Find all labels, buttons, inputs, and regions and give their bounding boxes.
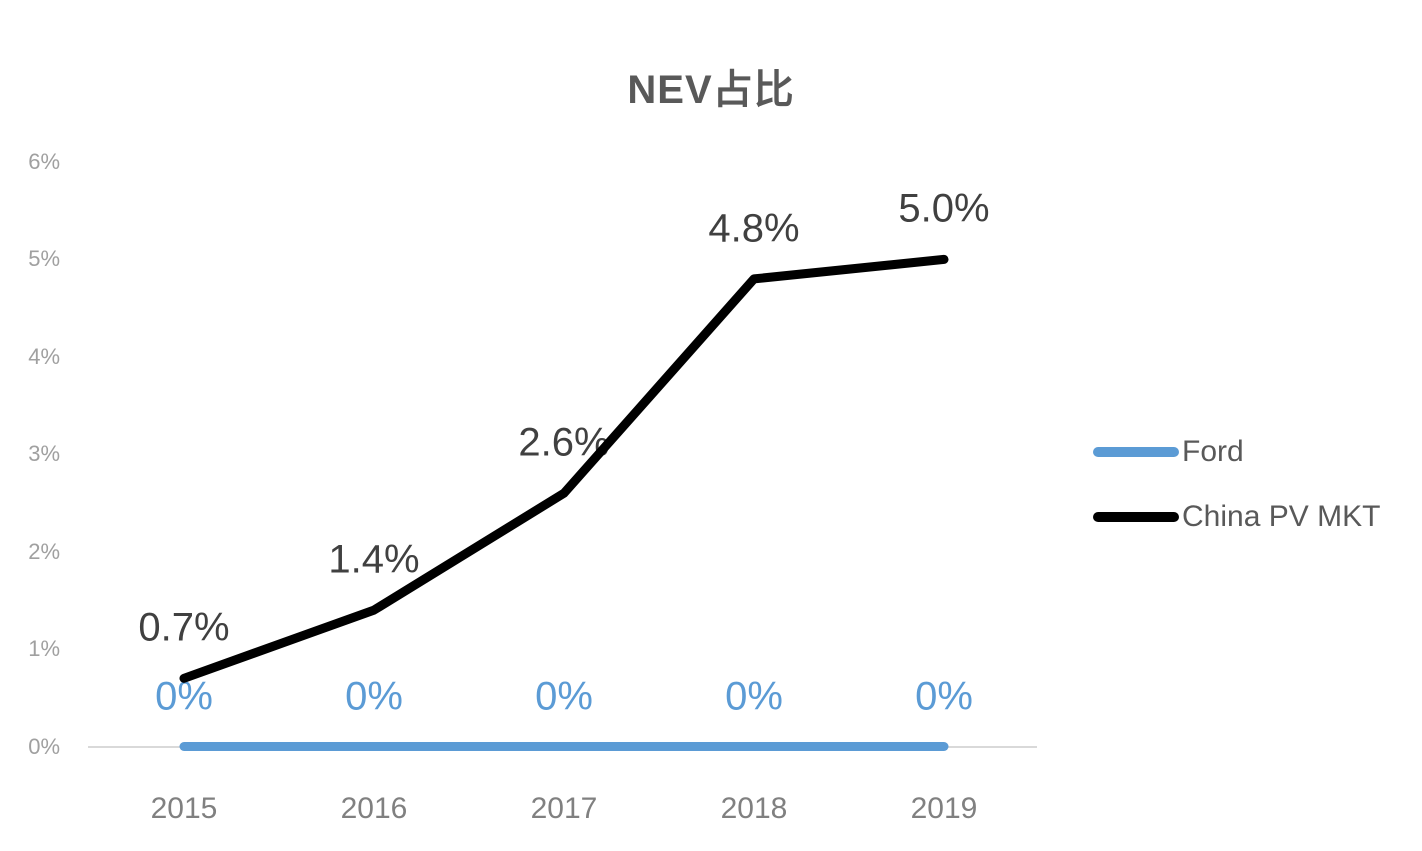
x-axis-tick-label: 2017 bbox=[530, 792, 598, 825]
data-point-label: 5.0% bbox=[898, 186, 990, 231]
y-axis-tick-label: 6% bbox=[28, 149, 60, 174]
x-axis-tick-label: 2019 bbox=[910, 792, 978, 825]
legend-label: China PV MKT bbox=[1182, 500, 1381, 533]
legend-label: Ford bbox=[1182, 435, 1244, 468]
y-axis-tick-label: 5% bbox=[28, 246, 60, 272]
y-axis-tick-label: 0% bbox=[28, 733, 60, 759]
legend-item: China PV MKT bbox=[1093, 500, 1380, 534]
x-axis-tick-label: 2015 bbox=[150, 792, 218, 825]
legend-item: Ford bbox=[1093, 435, 1244, 469]
y-axis-tick-label: 3% bbox=[28, 441, 60, 467]
y-axis-tick-label: 4% bbox=[28, 343, 60, 369]
legend-line-swatch-icon bbox=[1093, 447, 1179, 457]
y-axis-tick-label: 2% bbox=[28, 538, 60, 564]
data-point-label: 4.8% bbox=[708, 206, 800, 251]
x-axis-tick-label: 2018 bbox=[720, 792, 788, 825]
legend-line-swatch-icon bbox=[1093, 512, 1179, 522]
y-axis-tick-label: 1% bbox=[28, 636, 60, 662]
x-axis-tick-label: 2016 bbox=[340, 792, 408, 825]
chart-title: NEV占比 bbox=[627, 68, 795, 112]
